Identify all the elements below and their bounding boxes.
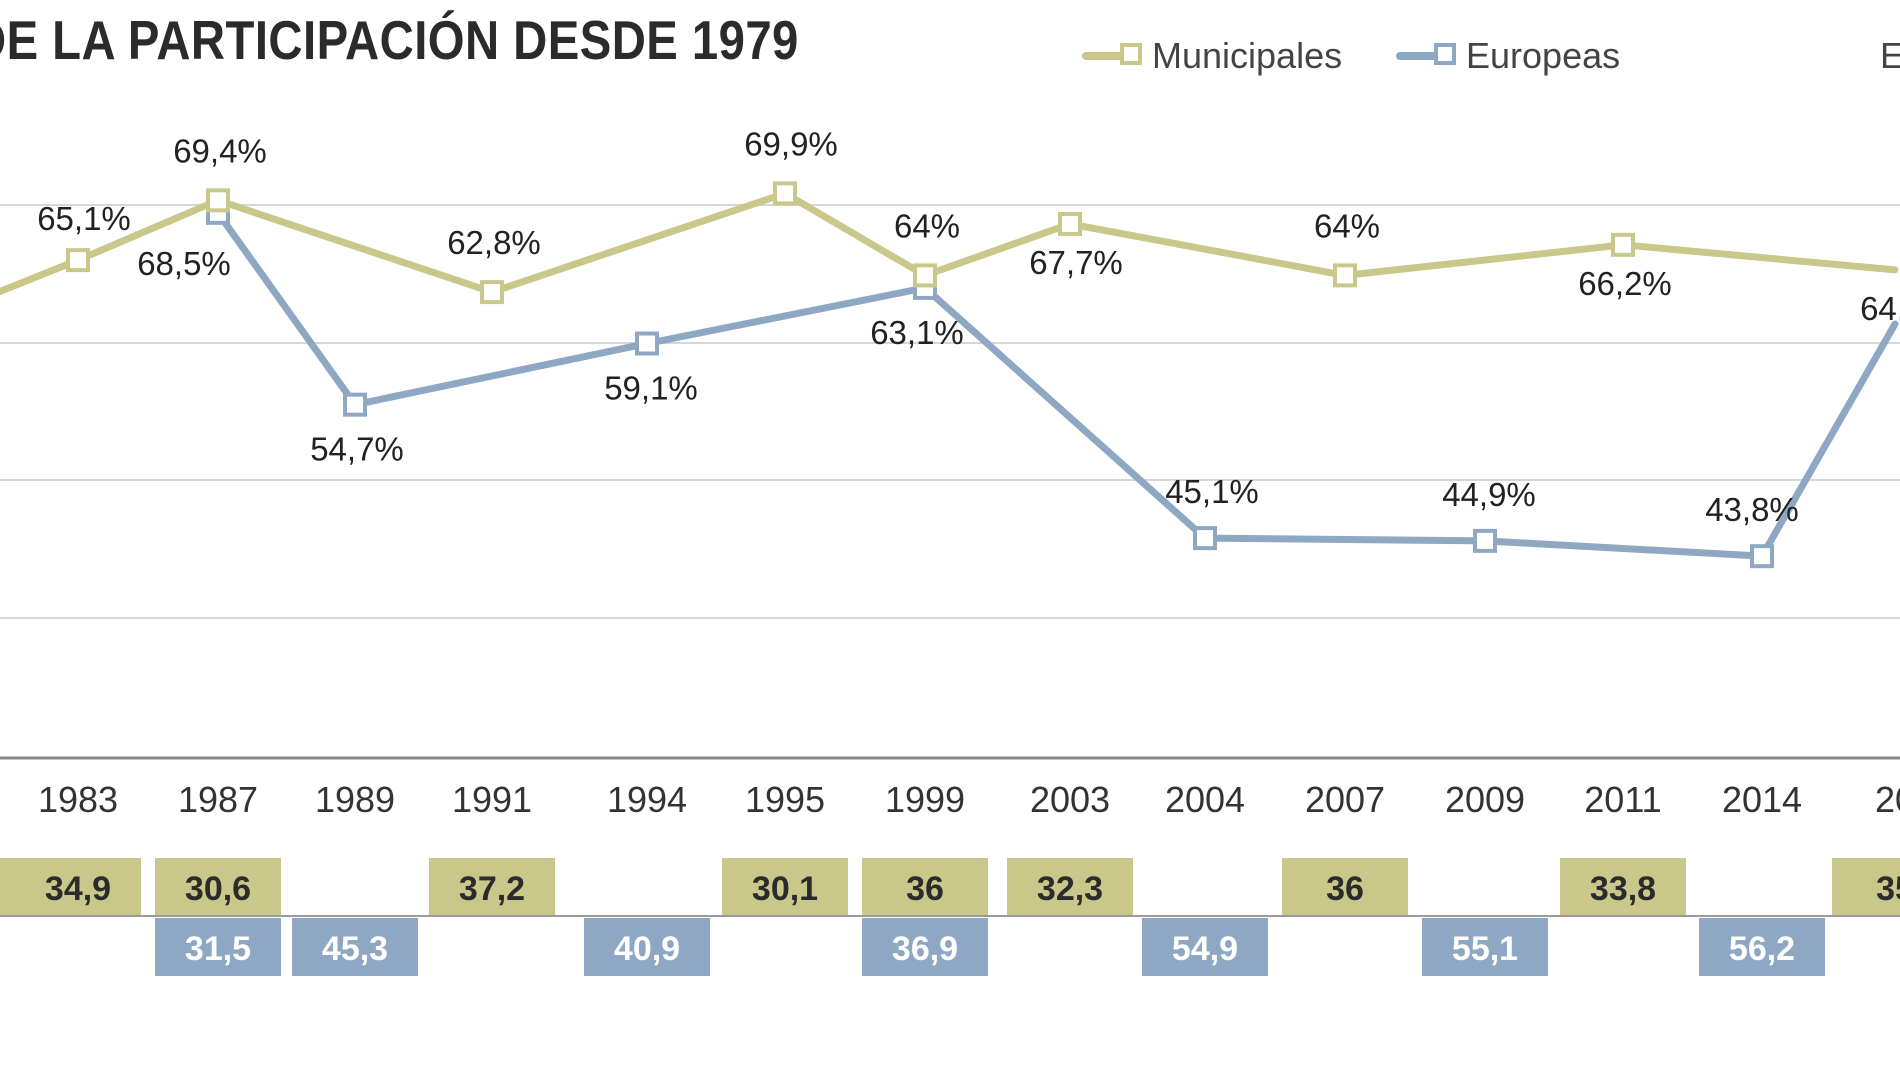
legend-extra: E	[1880, 32, 1900, 80]
data-point-marker	[343, 392, 367, 417]
x-tick-label: 1995	[745, 779, 825, 820]
data-label: 45,1%	[1165, 473, 1259, 510]
data-label: 69,9%	[744, 125, 838, 162]
data-point-marker	[1058, 211, 1082, 236]
data-label: 43,8%	[1705, 491, 1799, 528]
x-tick-label: 2007	[1305, 779, 1385, 820]
abstention-box-municipales	[1282, 858, 1408, 916]
abstention-box-europeas	[1142, 918, 1268, 976]
abstention-value: 31,5	[185, 930, 251, 968]
abstention-box-europeas	[862, 918, 988, 976]
data-point-marker	[206, 188, 230, 213]
abstention-value: 30,6	[185, 870, 251, 908]
data-point-marker	[66, 248, 90, 273]
abstention-table: 34,9 30,6 37,2 30,1 36 32,3 36 33,8 35 31,5 45,3 40…	[0, 858, 1900, 976]
data-label: 44,9%	[1442, 476, 1536, 513]
legend-municipales-swatch	[1082, 39, 1146, 73]
series-line-municipales	[0, 189, 1899, 296]
abstention-value: 36	[906, 870, 944, 908]
data-label: 64%	[1314, 207, 1380, 244]
abstention-box-europeas	[1422, 918, 1548, 976]
abstention-value: 35	[1876, 870, 1900, 908]
data-label: 64%	[894, 207, 960, 244]
abstention-box-municipales	[1832, 858, 1900, 916]
legend-extra-label: E	[1880, 35, 1900, 76]
legend-municipales: Municipales	[1082, 32, 1342, 80]
x-tick-label: 1983	[38, 779, 118, 820]
data-label: 54,7%	[310, 431, 404, 468]
abstention-box-municipales	[429, 858, 555, 916]
abstention-box-municipales	[722, 858, 848, 916]
abstention-box-municipales	[1560, 858, 1686, 916]
series-municipales: 65,1% 69,4% 62,8% 69,9% 64% 67,7% 64% 66,2% 64,	[0, 125, 1900, 327]
abstention-value: 34,9	[45, 870, 111, 908]
x-tick-label: 1989	[315, 779, 395, 820]
abstention-box-europeas	[155, 918, 281, 976]
series-europeas: 68,5% 54,7% 59,1% 63,1% 45,1% 44,9% 43,8%	[137, 200, 1899, 569]
data-point-marker	[1750, 544, 1774, 569]
data-label: 68,5%	[137, 245, 231, 282]
data-label: 63,1%	[870, 314, 964, 351]
abstention-value: 36	[1326, 870, 1364, 908]
legend-europeas-swatch	[1396, 39, 1460, 73]
abstention-value: 37,2	[459, 870, 525, 908]
data-label: 64,	[1860, 290, 1900, 327]
data-label: 69,4%	[173, 132, 267, 169]
legend-municipales-label: Municipales	[1152, 35, 1343, 76]
abstention-value: 32,3	[1037, 870, 1103, 908]
abstention-box-municipales	[1007, 858, 1133, 916]
abstention-value: 30,1	[752, 870, 818, 908]
abstention-value: 33,8	[1590, 870, 1656, 908]
abstention-box-municipales	[862, 858, 988, 916]
data-point-marker	[1333, 263, 1357, 288]
data-point-marker	[1473, 528, 1497, 553]
chart-title: DE LA PARTICIPACIÓN DESDE 1979	[0, 9, 799, 71]
abstention-box-europeas	[1699, 918, 1825, 976]
data-point-marker	[1611, 232, 1635, 257]
data-label: 66,2%	[1578, 265, 1672, 302]
data-label: 65,1%	[37, 200, 131, 237]
legend-europeas-label: Europeas	[1466, 35, 1621, 76]
x-tick-label: 1994	[607, 779, 687, 820]
data-point-marker	[913, 263, 937, 288]
x-tick-label: 2004	[1165, 779, 1245, 820]
x-tick-label: 1987	[178, 779, 258, 820]
data-point-marker	[480, 280, 504, 305]
x-tick-label: 2003	[1030, 779, 1110, 820]
abstention-box-europeas	[584, 918, 710, 976]
gridlines	[0, 204, 1900, 619]
abstention-box-europeas	[292, 918, 418, 976]
x-tick-labels: 1983 1987 1989 1991 1994 1995 1999 2003 2004 2007…	[38, 779, 1900, 820]
x-tick-label: 2009	[1445, 779, 1525, 820]
x-tick-label: 1999	[885, 779, 965, 820]
abstention-value: 36,9	[892, 930, 958, 968]
data-label: 59,1%	[604, 370, 698, 407]
x-tick-label: 2011	[1584, 779, 1661, 820]
abstention-value: 40,9	[614, 930, 680, 968]
x-tick-label: 2014	[1722, 779, 1802, 820]
data-label: 62,8%	[447, 224, 541, 261]
x-tick-label: 20	[1875, 779, 1900, 820]
data-label: 67,7%	[1029, 244, 1123, 281]
data-point-marker	[635, 331, 659, 356]
abstention-value: 54,9	[1172, 930, 1238, 968]
data-point-marker	[1193, 526, 1217, 551]
abstention-value: 45,3	[322, 930, 388, 968]
x-tick-label: 1991	[452, 779, 532, 820]
legend-europeas: Europeas	[1396, 32, 1620, 80]
abstention-box-municipales	[15, 858, 141, 916]
abstention-value: 55,1	[1452, 930, 1518, 968]
series-line-europeas	[214, 209, 1899, 560]
data-point-marker	[773, 181, 797, 206]
abstention-box-municipales	[155, 858, 281, 916]
abstention-value: 56,2	[1729, 930, 1795, 968]
